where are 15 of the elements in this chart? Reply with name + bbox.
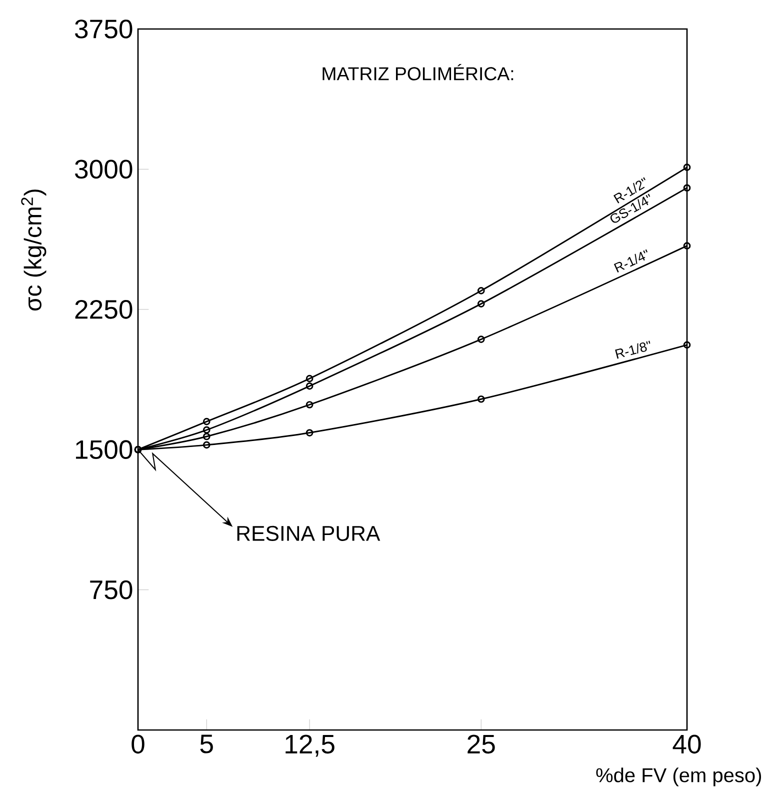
y-tick-label: 750 [90,580,132,600]
y-tick-label: 1500 [76,440,132,460]
x-tick-label: 25 [468,734,495,754]
y-axis-title: σc (kg/cm$^{2}$) [21,190,46,311]
x-tick-label: 0 [132,734,144,754]
x-tick-label: 5 [200,734,213,754]
x-tick-label: 40 [672,734,701,754]
y-tick-label: 3750 [74,20,132,38]
y-tick-label: 2250 [75,300,132,319]
text: MATRIZ POLIMÉRICA: [322,64,514,80]
text: R-1/8" [615,340,650,359]
y-tick-label: 3000 [74,160,132,179]
x-tick-label: 12,5 [286,734,334,757]
x-axis-title: %de FV (em peso) [596,768,761,786]
annotation: RESINA PURA [237,526,380,541]
